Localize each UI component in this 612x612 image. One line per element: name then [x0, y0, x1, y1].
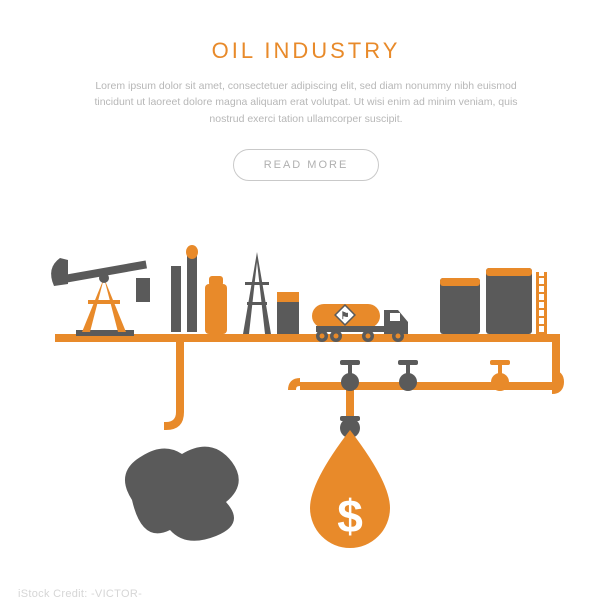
valve-icon [340, 360, 360, 391]
pumpjack-icon [51, 258, 184, 430]
header: OIL INDUSTRY Lorem ipsum dolor sit amet,… [0, 0, 612, 181]
return-pipe [300, 382, 560, 390]
svg-text:⚑: ⚑ [341, 311, 350, 322]
page-title: OIL INDUSTRY [0, 38, 612, 64]
oil-industry-diagram: ⚑$ [0, 232, 612, 572]
read-more-button[interactable]: READ MORE [233, 149, 380, 181]
crude-oil-blob [125, 447, 239, 541]
valve-icon [398, 360, 418, 391]
watermark: iStock Credit: -VICTOR- [18, 588, 142, 600]
oil-money-drop: $ [310, 430, 390, 548]
description-text: Lorem ipsum dolor sit amet, consectetuer… [86, 78, 526, 127]
valve-icon [490, 360, 510, 391]
svg-text:$: $ [337, 490, 363, 542]
refinery-icon [171, 245, 299, 334]
